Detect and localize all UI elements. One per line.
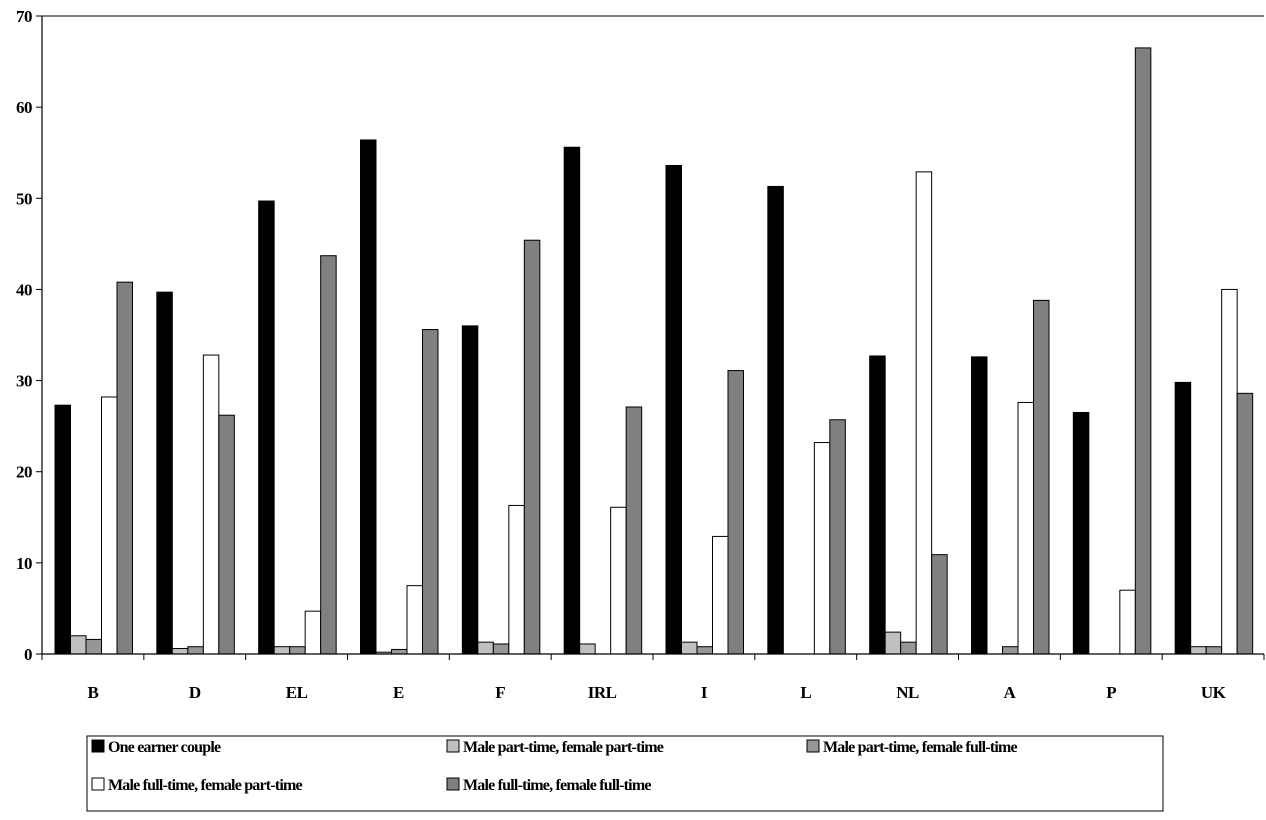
y-tick-label: 50 xyxy=(16,189,32,208)
bar-l-series-4 xyxy=(829,419,846,655)
bar-nl-series-3 xyxy=(915,171,933,655)
bar-f-series-3 xyxy=(508,504,525,655)
bar-irl-series-1 xyxy=(579,643,596,655)
bar-f-series-2 xyxy=(492,643,510,655)
x-category-label: EL xyxy=(286,683,308,702)
x-category-label: A xyxy=(1004,683,1017,702)
bar-irl-series-0 xyxy=(563,146,581,655)
x-category-label: L xyxy=(800,683,811,702)
x-category-label: NL xyxy=(896,683,919,702)
bar-e-series-4 xyxy=(422,329,439,655)
legend-label-4: Male full-time, female full-time xyxy=(463,777,651,794)
bar-uk-series-1 xyxy=(1190,646,1207,655)
bar-nl-series-1 xyxy=(884,631,902,655)
bar-f-series-4 xyxy=(523,239,541,655)
bar-e-series-0 xyxy=(360,139,377,655)
bar-irl-series-3 xyxy=(610,506,627,655)
legend-swatch-4 xyxy=(446,777,460,791)
y-tick-label: 70 xyxy=(16,7,32,26)
bar-i-series-3 xyxy=(712,535,729,655)
legend: One earner couple Male part-time, female … xyxy=(86,735,1164,812)
bar-d-series-4 xyxy=(218,414,235,655)
bar-irl-series-4 xyxy=(625,406,643,655)
bar-i-series-2 xyxy=(696,646,713,655)
bar-nl-series-4 xyxy=(931,554,948,655)
bar-i-series-0 xyxy=(665,164,682,655)
bar-a-series-3 xyxy=(1017,401,1034,655)
bar-uk-series-0 xyxy=(1174,381,1192,655)
legend-swatch-1 xyxy=(446,739,460,753)
bar-el-series-3 xyxy=(304,610,322,655)
bar-b-series-0 xyxy=(54,404,71,655)
y-tick-label: 20 xyxy=(16,463,32,482)
bar-e-series-2 xyxy=(391,648,408,655)
x-category-label: IRL xyxy=(588,683,617,702)
legend-label-0: One earner couple xyxy=(108,739,221,756)
bar-b-series-4 xyxy=(116,281,133,655)
legend-swatch-0 xyxy=(91,739,105,753)
legend-label-3: Male full-time, female part-time xyxy=(108,777,303,794)
bar-el-series-1 xyxy=(273,646,291,655)
bar-d-series-0 xyxy=(156,291,173,655)
bar-uk-series-4 xyxy=(1236,392,1254,655)
plot-area: 0 10 20 30 40 50 60 70 B D EL E F IRL I L NL A P UK xyxy=(16,7,1265,702)
legend-label-2: Male part-time, female full-time xyxy=(823,739,1018,756)
bar-i-series-1 xyxy=(681,641,698,655)
bar-f-series-0 xyxy=(461,325,479,655)
legend-box xyxy=(86,735,1164,812)
x-category-label: B xyxy=(87,683,98,702)
bar-nl-series-2 xyxy=(900,641,917,655)
bar-uk-series-2 xyxy=(1205,646,1223,655)
bar-e-series-3 xyxy=(406,585,423,655)
bar-f-series-1 xyxy=(477,641,494,655)
bar-el-series-0 xyxy=(258,200,275,655)
bar-el-series-4 xyxy=(320,255,337,655)
bar-a-series-4 xyxy=(1033,299,1050,655)
bar-l-series-0 xyxy=(767,185,784,655)
bar-d-series-3 xyxy=(202,354,220,655)
bar-b-series-3 xyxy=(101,396,118,655)
x-category-label: I xyxy=(701,683,708,702)
y-tick-label: 60 xyxy=(16,98,32,117)
bar-a-series-0 xyxy=(971,356,988,655)
y-tick-label: 10 xyxy=(16,554,32,573)
x-category-label: F xyxy=(495,683,505,702)
bar-b-series-2 xyxy=(85,638,102,655)
bar-b-series-1 xyxy=(70,635,87,655)
y-tick-label: 40 xyxy=(16,280,32,299)
legend-swatch-3 xyxy=(91,777,105,791)
legend-label-1: Male part-time, female part-time xyxy=(463,739,664,756)
bar-l-series-3 xyxy=(813,442,831,655)
x-category-label: D xyxy=(189,683,201,702)
x-category-label: E xyxy=(393,683,404,702)
bar-d-series-2 xyxy=(187,646,204,655)
x-category-label: P xyxy=(1106,683,1116,702)
bar-nl-series-0 xyxy=(869,355,886,655)
bar-el-series-2 xyxy=(289,646,306,655)
bar-uk-series-3 xyxy=(1221,288,1238,655)
bar-d-series-1 xyxy=(171,648,189,655)
bar-p-series-3 xyxy=(1119,589,1136,655)
x-category-label: UK xyxy=(1201,683,1227,702)
y-tick-label: 0 xyxy=(24,645,32,664)
bar-p-series-4 xyxy=(1134,47,1152,655)
bar-i-series-4 xyxy=(727,370,744,655)
bar-p-series-0 xyxy=(1072,411,1090,655)
bar-a-series-2 xyxy=(1002,646,1019,655)
legend-swatch-2 xyxy=(806,739,820,753)
y-tick-label: 30 xyxy=(16,372,32,391)
